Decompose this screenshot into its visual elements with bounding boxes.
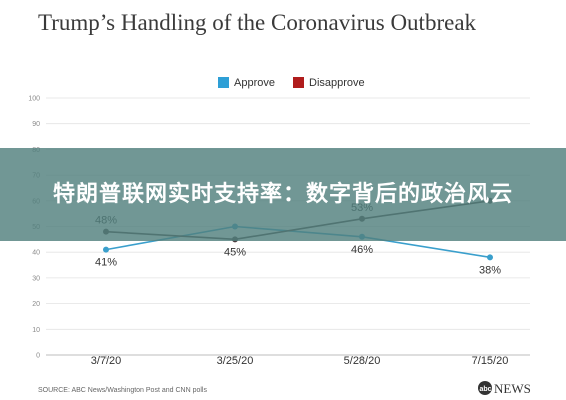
news-logo-text: NEWS	[494, 381, 531, 396]
abc-news-logo: abc NEWS	[478, 381, 531, 396]
overlay-banner: 特朗普联网实时支持率：数字背后的政治风云	[0, 148, 566, 241]
y-tick-label: 10	[32, 327, 40, 334]
y-tick-label: 0	[36, 353, 40, 360]
y-tick-label: 40	[32, 250, 40, 257]
y-tick-label: 30	[32, 275, 40, 282]
data-label-disapprove: 45%	[224, 246, 246, 258]
overlay-headline: 特朗普联网实时支持率：数字背后的政治风云	[52, 182, 513, 207]
abc-logo-mark: abc	[480, 386, 492, 393]
data-label-approve: 46%	[351, 244, 373, 256]
legend: Approve Disapprove	[218, 77, 365, 89]
source-note: SOURCE: ABC News/Washington Post and CNN…	[38, 387, 207, 394]
y-tick-label: 90	[32, 121, 40, 128]
data-label-approve: 41%	[95, 257, 117, 269]
y-tick-label: 20	[32, 301, 40, 308]
y-tick-label: 100	[28, 96, 40, 103]
x-tick-label: 5/28/20	[344, 355, 381, 367]
legend-swatch-disapprove	[293, 77, 304, 88]
chart-title: Trump’s Handling of the Coronavirus Outb…	[38, 10, 477, 35]
x-tick-label: 3/25/20	[217, 355, 254, 367]
data-label-approve: 38%	[479, 264, 501, 276]
legend-swatch-approve	[218, 77, 229, 88]
x-axis-ticks: 3/7/20 3/25/20 5/28/20 7/15/20	[46, 354, 530, 367]
legend-label-approve: Approve	[234, 77, 275, 89]
data-point-approve	[487, 254, 493, 261]
x-tick-label: 3/7/20	[91, 355, 122, 367]
x-tick-label: 7/15/20	[472, 355, 509, 367]
legend-label-disapprove: Disapprove	[309, 77, 365, 89]
data-point-approve	[103, 246, 109, 253]
abc-logo-circle	[478, 381, 492, 395]
